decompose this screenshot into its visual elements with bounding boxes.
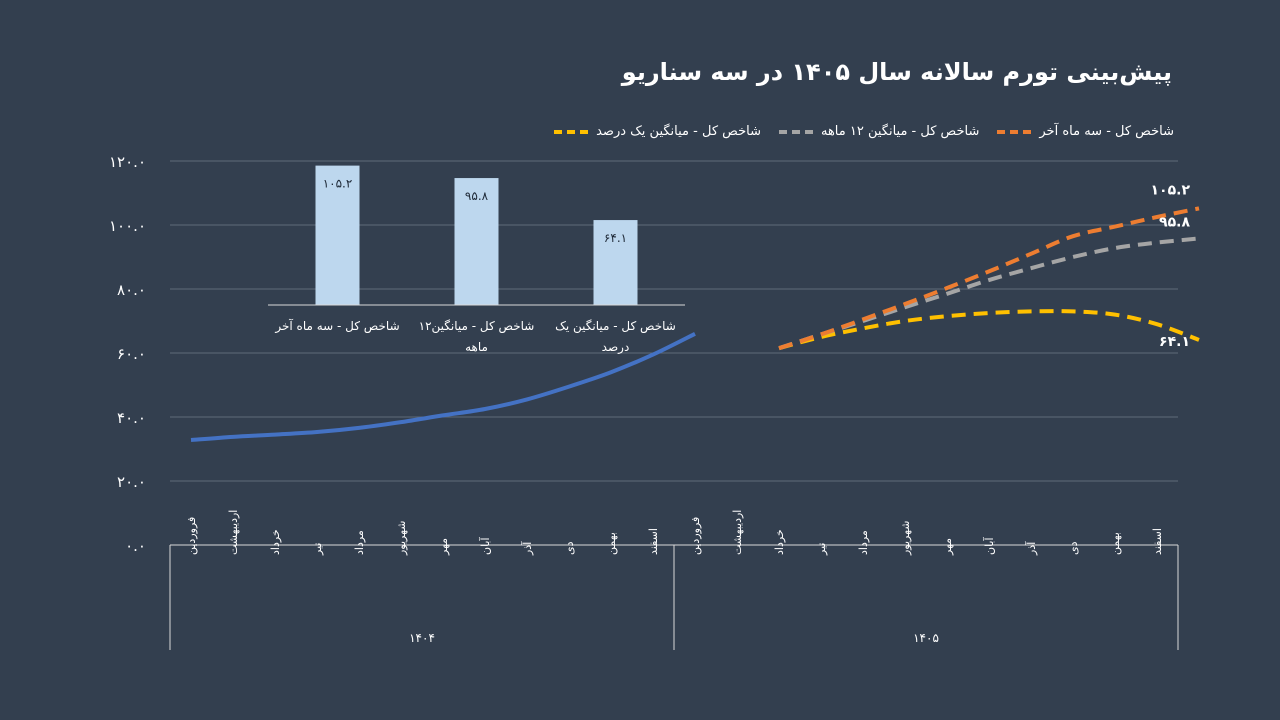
x-tick-label: فروردین [185, 517, 198, 555]
legend-swatch-gray [778, 129, 813, 134]
inset-bar [315, 165, 360, 305]
y-tick-label: ۶۰.۰ [117, 345, 146, 363]
inset-category-label: ماهه [465, 340, 488, 354]
y-tick-label: ۱۰۰.۰ [109, 217, 146, 235]
chart-title: پیش‌بینی تورم سالانه سال ۱۴۰۵ در سه سنار… [621, 58, 1172, 86]
x-tick-label: بهمن [605, 532, 618, 555]
x-tick-label: فروردین [689, 517, 702, 555]
legend-label: شاخص کل - سه ماه آخر [1039, 124, 1174, 139]
series-line-dashed [778, 236, 1200, 351]
legend-swatch-yellow [554, 129, 589, 134]
x-tick-label: مرداد [857, 530, 870, 555]
legend-item-twelve-month-average: شاخص کل - میانگین ۱۲ ماهه [778, 124, 980, 139]
x-tick-label: آبان [478, 537, 492, 555]
x-tick-label: دی [1067, 541, 1080, 555]
year-label: ۱۴۰۴ [409, 631, 435, 645]
x-tick-label: آبان [982, 537, 996, 555]
x-tick-label: دی [563, 541, 576, 555]
series-line-dashed [778, 309, 1200, 351]
y-tick-label: ۱۲۰.۰ [109, 153, 146, 171]
x-tick-label: اردیبهشت [731, 510, 744, 555]
legend-label: شاخص کل - میانگین یک درصد [596, 124, 761, 139]
x-tick-label: تیر [311, 543, 324, 556]
inset-category-label: شاخص کل - میانگین۱۲ [419, 319, 535, 334]
x-tick-label: شهریور [395, 521, 408, 556]
x-tick-label: مرداد [353, 530, 366, 555]
y-tick-label: ۲۰.۰ [117, 473, 146, 491]
x-tick-label: مهر [941, 538, 954, 556]
inset-category-label: شاخص کل - میانگین یک [555, 319, 676, 334]
x-tick-label: تیر [815, 543, 828, 556]
series-end-label: ۹۵.۸ [1159, 214, 1190, 230]
inset-bar [593, 220, 638, 305]
legend-item-last-three-months: شاخص کل - سه ماه آخر [997, 124, 1174, 139]
inset-bar-value-label: ۱۰۵.۲ [323, 177, 353, 191]
legend: شاخص کل - سه ماه آخر شاخص کل - میانگین ۱… [554, 124, 1174, 139]
inset-bar-value-label: ۶۴.۱ [604, 231, 627, 245]
inset-category-label: درصد [602, 340, 630, 355]
y-tick-label: ۴۰.۰ [117, 409, 146, 427]
legend-swatch-orange [997, 129, 1032, 134]
inset-bar-value-label: ۹۵.۸ [465, 189, 489, 203]
inset-category-label: شاخص کل - سه ماه آخر [274, 318, 399, 334]
x-tick-label: شهریور [899, 521, 912, 556]
x-tick-label: آذر [1024, 541, 1038, 556]
x-tick-label: خرداد [269, 529, 282, 555]
x-tick-label: اسفند [647, 528, 660, 555]
series-end-label: ۱۰۵.۲ [1151, 182, 1191, 198]
legend-label: شاخص کل - میانگین ۱۲ ماهه [820, 124, 980, 139]
series-line-dashed [778, 206, 1200, 351]
y-tick-label: ۰.۰ [125, 537, 146, 555]
y-tick-label: ۸۰.۰ [117, 281, 146, 299]
series-line-historical [190, 332, 696, 443]
x-tick-label: مهر [437, 538, 450, 556]
x-tick-label: آذر [520, 541, 534, 556]
x-tick-label: خرداد [773, 529, 786, 555]
x-tick-label: اردیبهشت [227, 510, 240, 555]
legend-item-one-percent-average: شاخص کل - میانگین یک درصد [554, 124, 761, 139]
year-label: ۱۴۰۵ [913, 631, 939, 645]
x-tick-label: بهمن [1109, 532, 1122, 555]
inset-bar [454, 178, 499, 305]
series-end-label: ۶۴.۱ [1159, 334, 1190, 350]
x-tick-label: اسفند [1151, 528, 1164, 555]
